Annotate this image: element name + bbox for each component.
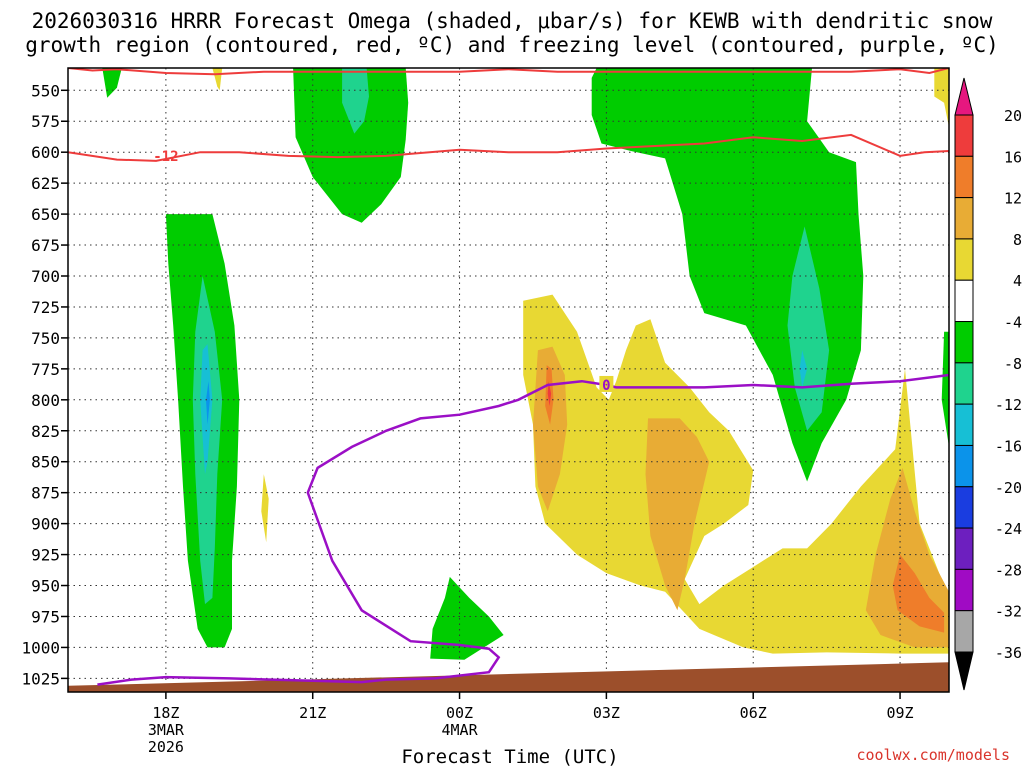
omega-region-11 (430, 576, 504, 660)
dgz-label-bg (151, 146, 180, 163)
colorbar-swatch (954, 527, 974, 570)
freezing-label-bg (599, 375, 614, 392)
omega-region-6 (941, 331, 949, 447)
colorbar-top-arrow (954, 77, 974, 116)
colorbar-swatch (954, 238, 974, 281)
omega-region-17 (645, 418, 710, 611)
colorbar-swatch (954, 279, 974, 323)
omega-region-21 (547, 381, 552, 406)
y-tick-label: 625 (31, 174, 60, 193)
y-tick-label: 900 (31, 515, 60, 534)
omega-region-14 (523, 294, 949, 654)
y-tick-label: 550 (31, 81, 60, 100)
colorbar-tick-label: -36 (995, 644, 1022, 662)
x-tick-label: 06Z (740, 704, 767, 722)
omega-region-2 (342, 68, 369, 134)
colorbar-swatch (954, 321, 974, 364)
colorbar-tick-label: -12 (995, 396, 1022, 414)
colorbar-swatch (954, 444, 974, 488)
colorbar-tick-label: 8 (1013, 231, 1022, 249)
omega-region-4 (787, 226, 830, 431)
y-tick-label: 700 (31, 267, 60, 286)
credit-text: coolwx.com/models (856, 746, 1010, 764)
colorbar-tick-label: -16 (995, 437, 1022, 455)
x-axis-label: Forecast Time (UTC) (401, 746, 618, 768)
x-tick-label: 4MAR (441, 721, 478, 739)
colorbar-swatch (954, 362, 974, 405)
colorbar-swatch (954, 610, 974, 653)
colorbar: 20 16 12 8 4 -4 -8 -12 -16 -20 -24 -28 -32 -36 (954, 77, 1022, 691)
y-tick-label: 650 (31, 205, 60, 224)
omega-region-5 (799, 350, 808, 388)
y-tick-label: 1025 (21, 669, 60, 688)
x-tick-label: 00Z (446, 704, 473, 722)
colorbar-tick-label: -32 (995, 603, 1022, 621)
omega-region-15 (934, 68, 949, 128)
colorbar-swatch (954, 568, 974, 612)
omega-region-9 (200, 344, 213, 475)
colorbar-swatch (954, 197, 974, 240)
dgz-contour-0 (68, 68, 949, 76)
y-tick-label: 950 (31, 577, 60, 596)
omega-region-1 (293, 68, 409, 223)
chart-title-line2: growth region (contoured, red, ºC) and f… (25, 33, 999, 57)
x-tick-label: 3MAR (148, 721, 185, 739)
colorbar-swatch (954, 403, 974, 446)
omega-region-12 (212, 68, 223, 91)
colorbar-tick-label: -4 (1004, 314, 1022, 332)
y-tick-label: 925 (31, 546, 60, 565)
colorbar-tick-label: 16 (1004, 148, 1022, 166)
colorbar-swatch (954, 155, 974, 199)
y-tick-label: 600 (31, 143, 60, 162)
terrain (68, 662, 949, 692)
y-tick-label: 800 (31, 391, 60, 410)
omega-region-0 (102, 68, 122, 98)
x-tick-label: 09Z (887, 704, 914, 722)
omega-region-10 (206, 381, 210, 425)
chart-title-line1: 2026030316 HRRR Forecast Omega (shaded, … (32, 9, 993, 33)
x-tick-label: 03Z (593, 704, 620, 722)
y-tick-label: 975 (31, 607, 60, 626)
y-tick-label: 675 (31, 236, 60, 255)
y-tick-label: 850 (31, 453, 60, 472)
colorbar-tick-label: 4 (1013, 272, 1022, 290)
y-tick-label: 725 (31, 298, 60, 317)
grid (68, 68, 949, 692)
x-tick-label: 18Z (152, 704, 179, 722)
colorbar-bottom-arrow (954, 651, 974, 691)
colorbar-tick-label: -28 (995, 561, 1022, 579)
x-tick-label: 2026 (148, 738, 184, 756)
y-tick-label: 875 (31, 484, 60, 503)
colorbar-tick-label: 20 (1004, 107, 1022, 125)
plot-area: -120 (67, 67, 950, 693)
y-tick-label: 825 (31, 422, 60, 441)
y-tick-label: 775 (31, 360, 60, 379)
plot-frame (67, 67, 950, 693)
freezing-level-label: 0 (602, 378, 610, 394)
colorbar-swatch (954, 114, 974, 157)
y-tick-label: 750 (31, 329, 60, 348)
freezing-level-contour (97, 373, 949, 686)
y-tick-label: 575 (31, 112, 60, 131)
y-axis: 550 575 600 625 650 675 700 725 750 775 800 825 850 8… (21, 81, 68, 688)
x-tick-label: 21Z (299, 704, 326, 722)
colorbar-tick-label: -8 (1004, 355, 1022, 373)
plot-content: -120 (68, 68, 949, 692)
omega-region-20 (892, 554, 945, 633)
dgz-contour-1 (68, 133, 949, 162)
colorbar-tick-label: -20 (995, 479, 1022, 497)
colorbar-tick-label: 12 (1004, 190, 1022, 208)
colorbar-tick-label: -24 (995, 520, 1022, 538)
y-tick-label: 1000 (21, 638, 60, 657)
colorbar-swatch (954, 486, 974, 529)
omega-region-13 (261, 474, 269, 543)
